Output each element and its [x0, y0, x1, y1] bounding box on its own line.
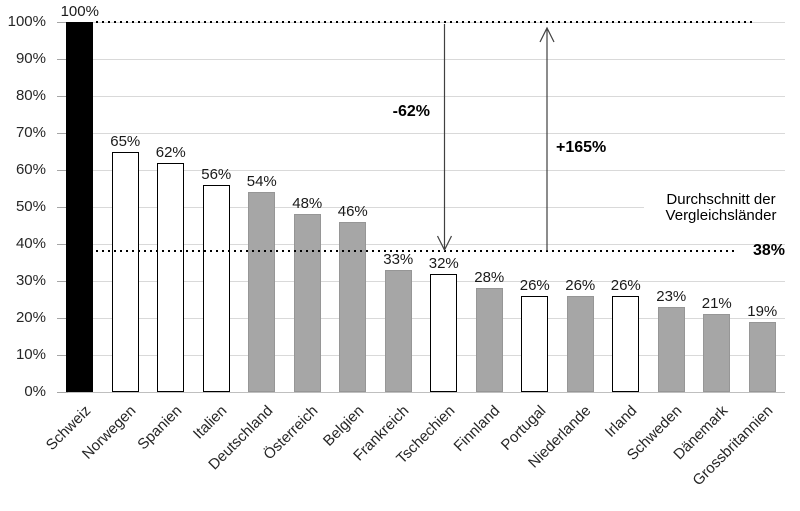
y-tick-mark: [57, 317, 68, 319]
bar-schweiz: [66, 22, 94, 392]
reference-line-100: [96, 21, 753, 23]
y-gridline: [57, 317, 785, 319]
bar-schweden: [657, 306, 685, 392]
bar-norwegen: [111, 151, 139, 392]
y-tick-mark: [57, 169, 68, 171]
bar-grossbritannien: [748, 321, 776, 392]
average-line-caption: Durchschnitt der Vergleichsländer: [644, 191, 798, 224]
y-axis-tick-label: 0%: [24, 383, 46, 400]
y-tick-mark: [57, 243, 68, 245]
bar-value-label: 28%: [474, 269, 505, 287]
y-gridline: [57, 280, 785, 282]
increase-annotation: +165%: [556, 139, 607, 156]
bar-value-label: 56%: [201, 165, 232, 183]
y-axis-tick-label: 70%: [15, 124, 46, 141]
y-gridline: [57, 169, 785, 171]
bar-spanien: [157, 162, 185, 392]
bar-value-label: 48%: [292, 195, 323, 213]
reference-line-38: [96, 250, 735, 253]
y-tick-mark: [57, 206, 68, 208]
bar-frankreich: [384, 269, 412, 392]
bar-value-label: 19%: [747, 302, 778, 320]
bar-value-label: 46%: [337, 202, 368, 220]
bar-portugal: [521, 295, 549, 392]
average-line-caption-line1: Durchschnitt der: [666, 191, 776, 208]
bar-irland: [612, 295, 640, 392]
bar-value-label: 54%: [246, 173, 277, 191]
y-tick-mark: [57, 58, 68, 60]
bar-dänemark: [703, 314, 731, 392]
y-gridline: [57, 354, 785, 356]
bar-value-label: 62%: [155, 143, 186, 161]
bar-value-label: 21%: [701, 295, 732, 313]
y-axis-tick-label: 100%: [7, 13, 46, 30]
bar-österreich: [293, 214, 321, 392]
bar-value-label: 23%: [656, 287, 687, 305]
bar-italien: [202, 184, 230, 392]
bar-value-label: 26%: [565, 276, 596, 294]
y-axis-tick-label: 40%: [15, 235, 46, 252]
y-gridline: [57, 132, 785, 134]
y-axis-tick-label: 30%: [15, 272, 46, 289]
increase-arrow: [539, 26, 555, 251]
bar-tschechien: [430, 273, 458, 392]
bar-value-label: 65%: [110, 132, 141, 150]
y-axis-tick-label: 20%: [15, 309, 46, 326]
average-value-label: 38%: [752, 242, 785, 259]
bar-finnland: [475, 288, 503, 392]
y-tick-mark: [57, 280, 68, 282]
x-axis-line: [57, 391, 785, 393]
y-axis-tick-label: 60%: [15, 161, 46, 178]
decrease-arrow: [436, 24, 453, 252]
bar-belgien: [339, 221, 367, 392]
bar-deutschland: [248, 192, 276, 392]
y-gridline: [57, 58, 785, 60]
y-tick-mark: [57, 354, 68, 356]
arrow-annotation-layer: [436, 24, 555, 252]
y-gridline: [57, 206, 785, 208]
y-axis-tick-label: 90%: [15, 50, 46, 67]
y-axis-tick-label: 80%: [15, 87, 46, 104]
bar-value-label: 26%: [519, 276, 550, 294]
decrease-annotation: -62%: [392, 103, 430, 120]
y-tick-mark: [57, 391, 68, 393]
y-gridline: [57, 95, 785, 97]
plot-area: 100% 65% 62% 56% 54% 48% 46% 33% 32% 28% 26% 26% 26%…: [57, 4, 785, 393]
average-line-caption-line2: Vergleichsländer: [665, 206, 777, 224]
bar-value-label: 26%: [610, 276, 641, 294]
y-gridline: [57, 243, 785, 245]
y-tick-mark: [57, 95, 68, 97]
bar-value-label: 32%: [428, 254, 459, 272]
bar-value-label: 100%: [60, 3, 99, 20]
y-axis-tick-label: 50%: [15, 198, 46, 215]
bar-value-label: 33%: [383, 250, 414, 268]
y-tick-mark: [57, 132, 68, 134]
bar-niederlande: [566, 295, 594, 392]
y-axis-tick-label: 10%: [15, 346, 46, 363]
y-tick-mark: [57, 21, 68, 23]
